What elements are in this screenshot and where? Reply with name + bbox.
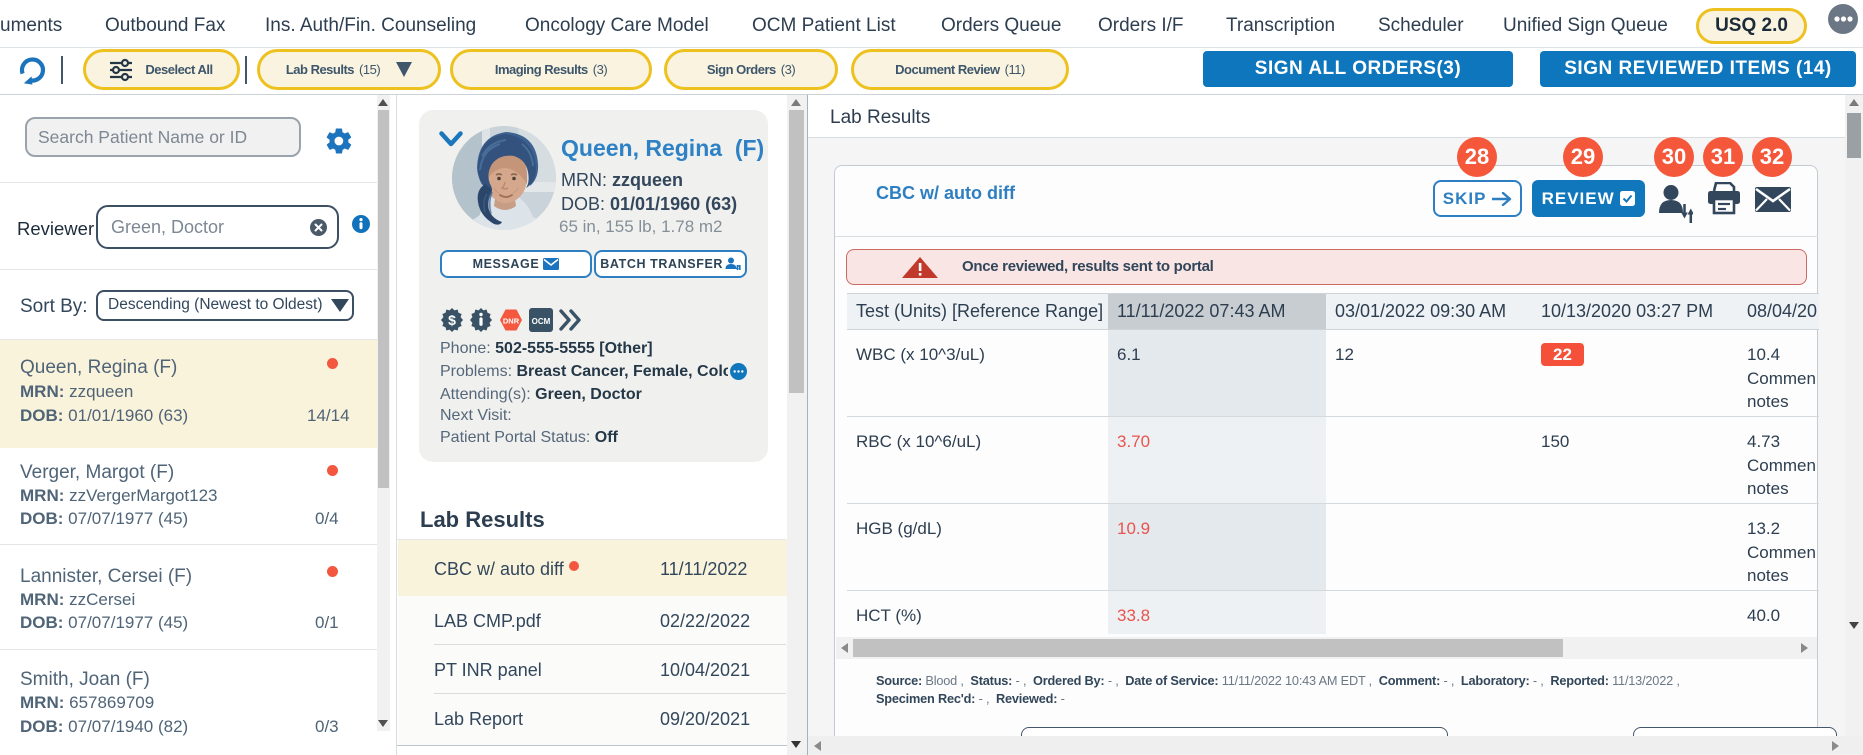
svg-text:$: $ (448, 312, 456, 328)
svg-text:OCM: OCM (532, 317, 551, 326)
svg-text:DNR: DNR (503, 317, 520, 326)
